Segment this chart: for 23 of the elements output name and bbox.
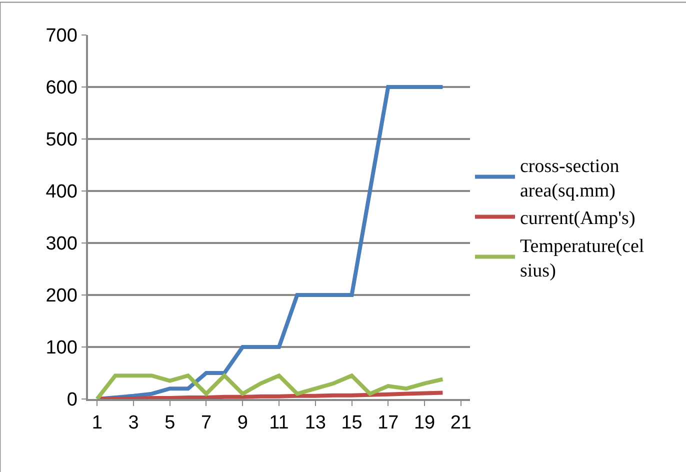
line-series: [95, 374, 445, 399]
x-tick-label: 11: [269, 412, 289, 434]
x-tick-label: 13: [304, 412, 326, 434]
y-tick-label: 500: [46, 130, 78, 151]
x-tick-label: 15: [341, 412, 362, 434]
x-tick-label: 9: [237, 412, 248, 434]
x-tick-label: 3: [128, 412, 139, 434]
legend-label: current(Amp's): [520, 208, 636, 230]
x-tick-label: 17: [378, 412, 399, 434]
x-tick-label: 1: [92, 412, 102, 434]
y-tick-label: 600: [46, 78, 78, 99]
y-tick-label: 300: [46, 234, 78, 255]
y-tick-label: 0: [66, 390, 78, 411]
y-tick-label: 400: [46, 182, 78, 203]
y-tick-label: 200: [46, 286, 78, 307]
x-tick-label: 19: [414, 412, 436, 434]
x-tick-label: 21: [450, 412, 472, 434]
x-tick-label: 5: [164, 412, 176, 434]
y-tick-label: 700: [46, 26, 78, 47]
legend-label: Temperature(celsius): [520, 236, 644, 282]
x-tick-label: 7: [200, 412, 212, 434]
legend-label: cross-section area(sq.mm): [520, 156, 620, 202]
y-tick-label: 100: [46, 338, 78, 359]
